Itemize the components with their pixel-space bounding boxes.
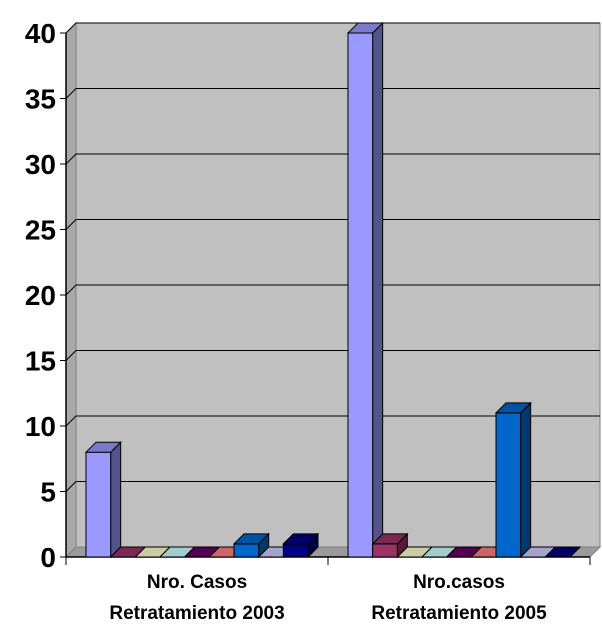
gridline xyxy=(65,284,600,296)
bar xyxy=(371,532,409,559)
y-tick-label: 10 xyxy=(25,411,56,442)
bar-front xyxy=(233,543,260,558)
x-category-label: Retratamiento 2003 xyxy=(109,603,284,624)
bar-front xyxy=(495,412,522,558)
x-category-label: Nro.casos xyxy=(413,572,505,593)
x-axis-category-labels: Nro. Casos Retratamiento 2003 Nro.casos Ret… xyxy=(109,572,547,624)
chart-gridlines xyxy=(65,22,600,492)
gridline xyxy=(65,153,600,165)
bar-front xyxy=(282,543,309,558)
bar xyxy=(544,546,582,558)
bar xyxy=(346,21,384,559)
y-tick-label: 25 xyxy=(25,215,56,246)
y-axis-tick-labels: 0 5 10 15 20 25 30 35 40 xyxy=(25,18,56,573)
gridline xyxy=(65,350,600,361)
bar-top xyxy=(544,546,582,558)
y-tick-label: 5 xyxy=(40,477,56,508)
bar-side xyxy=(520,401,532,559)
y-tick-label: 30 xyxy=(25,149,56,180)
gridline xyxy=(65,415,600,427)
bar-front xyxy=(85,451,112,558)
y-tick-label: 40 xyxy=(25,18,56,49)
gridline xyxy=(65,88,600,99)
y-tick-label: 35 xyxy=(25,84,56,115)
gridline xyxy=(65,481,600,492)
bar-top xyxy=(494,402,532,414)
x-category-label: Retratamiento 2005 xyxy=(371,603,547,624)
bar-front xyxy=(347,32,374,558)
y-tick-label: 20 xyxy=(25,280,56,311)
bar-top xyxy=(282,533,320,545)
y-tick-label: 15 xyxy=(25,346,56,377)
chart-bars xyxy=(84,21,582,559)
bar-front xyxy=(372,543,398,558)
gridline xyxy=(65,219,600,230)
bar xyxy=(84,440,122,559)
bar xyxy=(232,532,270,559)
bar-side xyxy=(110,440,122,559)
bar-top xyxy=(84,441,122,453)
bar-top xyxy=(371,533,409,545)
bar xyxy=(282,532,320,559)
y-tick-label: 0 xyxy=(40,542,56,573)
bar-top xyxy=(232,533,270,545)
gridline xyxy=(65,22,600,34)
x-category-label: Nro. Casos xyxy=(147,572,247,593)
bar xyxy=(494,401,532,559)
bar-top xyxy=(346,22,384,34)
bar-side xyxy=(372,21,384,559)
